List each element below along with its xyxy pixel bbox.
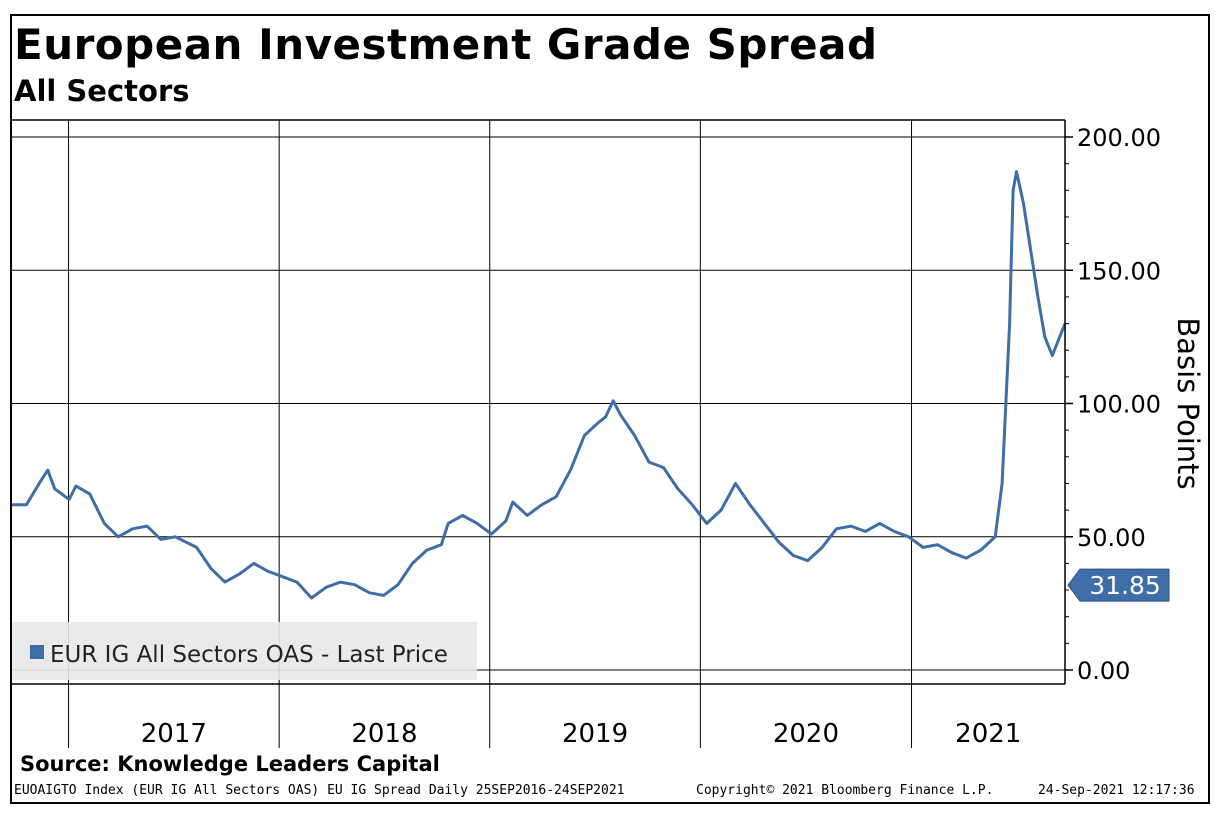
legend-label: EUR IG All Sectors OAS - Last Price (50, 642, 448, 668)
y-tick-label: 200.00 (1077, 124, 1161, 152)
x-tick-label: 2018 (351, 719, 417, 749)
x-tick-label: 2021 (955, 719, 1021, 749)
y-axis-title: Basis Points (1171, 317, 1205, 489)
legend-swatch (30, 645, 44, 659)
y-tick-label: 150.00 (1077, 257, 1161, 285)
x-tick-label: 2020 (773, 719, 839, 749)
x-tick-label: 2019 (562, 719, 628, 749)
x-tick-label: 2017 (141, 719, 207, 749)
copyright-notice: Copyright© 2021 Bloomberg Finance L.P. (696, 783, 994, 798)
last-value-label: 31.85 (1089, 571, 1161, 600)
timestamp: 24-Sep-2021 12:17:36 (1038, 783, 1195, 798)
legend-background (12, 622, 477, 680)
last-value-tag (1067, 568, 1170, 602)
legend: EUR IG All Sectors OAS - Last Price (12, 622, 477, 680)
source-label: Source: Knowledge Leaders Capital (20, 752, 440, 776)
series-line (12, 170, 1067, 600)
last-value-marker: 31.85 (1067, 568, 1170, 602)
y-tick-label: 50.00 (1077, 524, 1146, 552)
chart-title: European Investment Grade Spread (14, 20, 878, 69)
chart-subtitle: All Sectors (14, 74, 190, 108)
y-tick-label: 100.00 (1077, 391, 1161, 419)
y-tick-label: 0.00 (1077, 657, 1130, 685)
index-description: EUOAIGTO Index (EUR IG All Sectors OAS) … (14, 783, 625, 798)
